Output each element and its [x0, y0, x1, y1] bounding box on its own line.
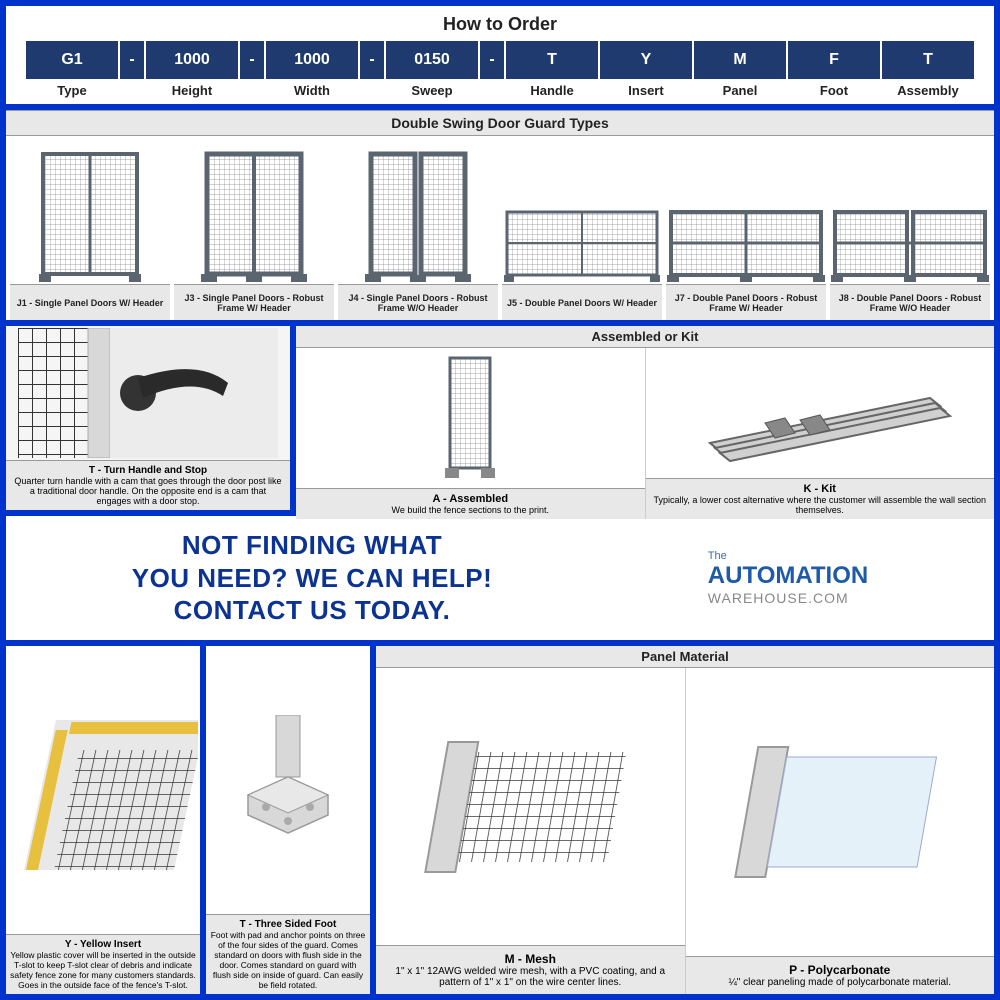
mesh-text: M - Mesh1" x 1" 12AWG welded wire mesh, …: [376, 945, 685, 994]
order-code-row: G1 - 1000 - 1000 - 0150 - T Y M F T: [26, 41, 974, 79]
order-label: Panel: [694, 83, 786, 98]
order-code: M: [694, 41, 786, 79]
door-icon: [338, 149, 498, 284]
handle-icon: [18, 328, 278, 458]
how-to-order-section: How to Order G1 - 1000 - 1000 - 0150 - T…: [6, 6, 994, 110]
cta-text: NOT FINDING WHAT YOU NEED? WE CAN HELP! …: [132, 529, 493, 627]
order-code: T: [506, 41, 598, 79]
poly-text: P - Polycarbonate¼" clear paneling made …: [686, 956, 995, 994]
order-label: Insert: [600, 83, 692, 98]
insert-icon: [8, 710, 198, 870]
type-label: J8 - Double Panel Doors - Robust Frame W…: [830, 284, 990, 320]
types-header: Double Swing Door Guard Types: [6, 110, 994, 136]
handle-text: T - Turn Handle and Stop Quarter turn ha…: [6, 460, 290, 510]
type-cell: J1 - Single Panel Doors W/ Header: [10, 144, 170, 320]
handle-box: T - Turn Handle and Stop Quarter turn ha…: [6, 326, 296, 510]
assembled-cell: A - AssembledWe build the fence sections…: [296, 348, 646, 519]
order-title: How to Order: [26, 14, 974, 35]
type-cell: J8 - Double Panel Doors - Robust Frame W…: [830, 144, 990, 320]
assembled-kit-box: Assembled or Kit A - AssembledWe build t…: [296, 326, 994, 510]
order-label: Foot: [788, 83, 880, 98]
kit-text: K - KitTypically, a lower cost alternati…: [646, 478, 995, 519]
mesh-icon: [410, 732, 650, 882]
foot-icon: [208, 715, 368, 845]
order-label: Handle: [506, 83, 598, 98]
type-cell: J5 - Double Panel Doors W/ Header: [502, 144, 662, 320]
type-cell: J3 - Single Panel Doors - Robust Frame W…: [174, 144, 334, 320]
foot-cell: T - Three Sided FootFoot with pad and an…: [206, 646, 376, 994]
order-code: 1000: [266, 41, 358, 79]
order-code: 1000: [146, 41, 238, 79]
door-types-section: Double Swing Door Guard Types J1 - Singl…: [6, 110, 994, 326]
order-label: Type: [26, 83, 118, 98]
type-cell: J7 - Double Panel Doors - Robust Frame W…: [666, 144, 826, 320]
mesh-cell: M - Mesh1" x 1" 12AWG welded wire mesh, …: [376, 668, 686, 994]
panel-header: Panel Material: [376, 646, 994, 668]
poly-icon: [720, 737, 960, 887]
order-code: G1: [26, 41, 118, 79]
order-code: 0150: [386, 41, 478, 79]
ak-header: Assembled or Kit: [296, 326, 994, 348]
order-labels-row: Type Height Width Sweep Handle Insert Pa…: [26, 83, 974, 98]
type-label: J1 - Single Panel Doors W/ Header: [10, 284, 170, 320]
type-label: J7 - Double Panel Doors - Robust Frame W…: [666, 284, 826, 320]
order-code: T: [882, 41, 974, 79]
logo: The AUTOMATION WAREHOUSE.COM: [708, 550, 868, 606]
order-label: Assembly: [882, 83, 974, 98]
order-code: F: [788, 41, 880, 79]
order-code: Y: [600, 41, 692, 79]
door-icon: [174, 149, 334, 284]
type-label: J3 - Single Panel Doors - Robust Frame W…: [174, 284, 334, 320]
insert-text: Y - Yellow InsertYellow plastic cover wi…: [6, 934, 200, 994]
door-icon: [830, 209, 990, 284]
type-label: J5 - Double Panel Doors W/ Header: [502, 284, 662, 320]
types-row: J1 - Single Panel Doors W/ Header J3 - S…: [6, 136, 994, 320]
bottom-row: Y - Yellow InsertYellow plastic cover wi…: [6, 646, 994, 994]
kit-icon: [670, 348, 970, 478]
assembled-icon: [425, 353, 515, 483]
cta-band: NOT FINDING WHAT YOU NEED? WE CAN HELP! …: [6, 516, 994, 646]
poly-cell: P - Polycarbonate¼" clear paneling made …: [686, 668, 995, 994]
mid-row: T - Turn Handle and Stop Quarter turn ha…: [6, 326, 994, 516]
type-label: J4 - Single Panel Doors - Robust Frame W…: [338, 284, 498, 320]
door-icon: [10, 149, 170, 284]
order-label: Sweep: [386, 83, 478, 98]
kit-cell: K - KitTypically, a lower cost alternati…: [646, 348, 995, 519]
door-icon: [502, 209, 662, 284]
panel-material-cell: Panel Material M - Mesh1" x 1" 12AWG wel…: [376, 646, 994, 994]
insert-cell: Y - Yellow InsertYellow plastic cover wi…: [6, 646, 206, 994]
assembled-text: A - AssembledWe build the fence sections…: [296, 488, 645, 519]
foot-text: T - Three Sided FootFoot with pad and an…: [206, 914, 370, 994]
type-cell: J4 - Single Panel Doors - Robust Frame W…: [338, 144, 498, 320]
order-label: Width: [266, 83, 358, 98]
order-label: Height: [146, 83, 238, 98]
door-icon: [666, 209, 826, 284]
